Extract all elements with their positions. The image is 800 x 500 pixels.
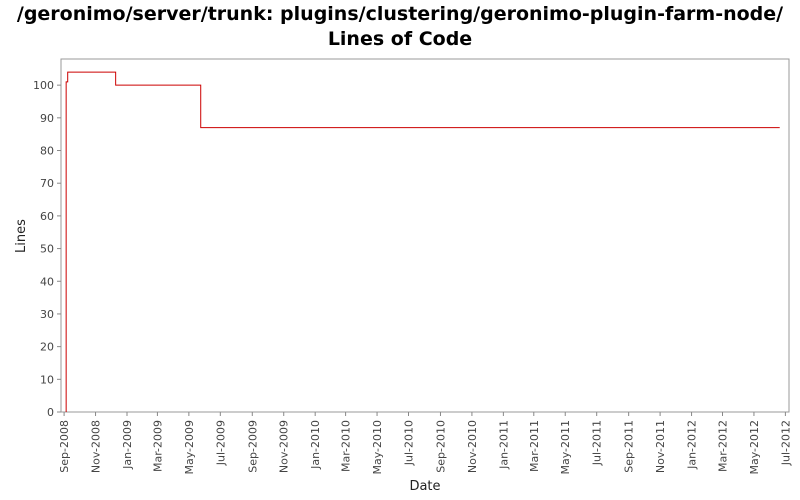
y-axis: 0 10 20 30 40 50 60 70 80 90 100	[33, 79, 61, 419]
y-tick-label: 0	[47, 406, 54, 419]
x-tick-label: Jan-2012	[686, 420, 699, 470]
y-tick-label: 60	[40, 210, 54, 223]
x-tick-label: May-2010	[371, 420, 384, 475]
y-tick-label: 10	[40, 373, 54, 386]
x-tick-label: Jan-2010	[309, 420, 322, 470]
x-tick-label: May-2012	[748, 420, 761, 475]
x-tick-label: Nov-2010	[466, 420, 479, 473]
x-axis-label: Date	[409, 479, 440, 494]
y-tick-label: 100	[33, 79, 54, 92]
x-tick-label: Mar-2009	[151, 420, 164, 472]
x-tick-label: Mar-2011	[528, 420, 541, 472]
chart-title-line-2: Lines of Code	[327, 28, 473, 50]
x-tick-label: Jul-2012	[779, 420, 792, 466]
y-tick-label: 90	[40, 112, 54, 125]
series-layer	[65, 71, 780, 412]
x-tick-label: Jul-2009	[214, 420, 227, 466]
x-tick-label: Mar-2012	[716, 420, 729, 472]
y-tick-label: 40	[40, 275, 54, 288]
plot-area	[60, 58, 790, 413]
x-tick-label: Jul-2011	[591, 420, 604, 466]
chart-title-line-1: /geronimo/server/trunk: plugins/clusteri…	[16, 3, 784, 25]
x-tick-label: Nov-2009	[278, 420, 291, 473]
y-tick-label: 30	[40, 308, 54, 321]
y-tick-label: 50	[40, 243, 54, 256]
x-tick-label: Sep-2008	[58, 420, 71, 473]
x-tick-label: Nov-2008	[90, 420, 103, 473]
series-line-lines-of-code	[65, 71, 780, 412]
x-axis: Sep-2008 Nov-2008 Jan-2009 Mar-2009 May-2009…	[58, 412, 792, 475]
x-tick-label: May-2011	[559, 420, 572, 475]
x-tick-label: Sep-2009	[246, 420, 259, 473]
y-tick-label: 80	[40, 145, 54, 158]
x-tick-label: Sep-2010	[434, 420, 447, 473]
chart-title: /geronimo/server/trunk: plugins/clusteri…	[0, 2, 800, 52]
x-tick-label: Jul-2010	[403, 420, 416, 466]
x-tick-label: Jan-2011	[497, 420, 510, 470]
y-axis-label: Lines	[14, 219, 29, 253]
y-tick-label: 20	[40, 341, 54, 354]
y-tick-label: 70	[40, 177, 54, 190]
x-tick-label: Mar-2010	[340, 420, 353, 472]
x-tick-label: Nov-2011	[654, 420, 667, 473]
x-tick-label: Jan-2009	[121, 420, 134, 470]
x-tick-label: Sep-2011	[623, 420, 636, 473]
x-tick-label: May-2009	[183, 420, 196, 475]
